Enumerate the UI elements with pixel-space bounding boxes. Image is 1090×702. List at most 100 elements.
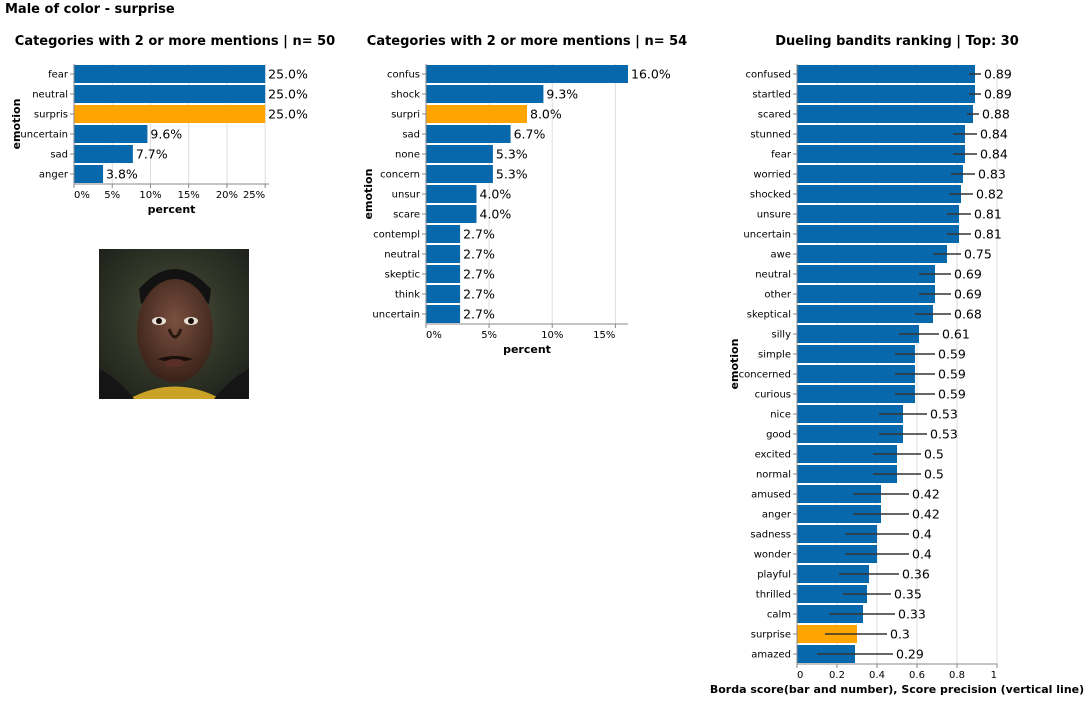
c1-category-label: unsur xyxy=(392,190,421,201)
c1-xtick-label: 0% xyxy=(426,330,442,341)
c2-xtick-label: 0 xyxy=(797,670,803,681)
c0-xtick-label: 20% xyxy=(216,190,238,201)
c2-xtick-label: 0.2 xyxy=(829,670,845,681)
c0-category-label: uncertain xyxy=(20,130,68,141)
c1-value-label: 5.3% xyxy=(496,147,528,162)
c2-value-label: 0.5 xyxy=(924,447,944,462)
c1-category-label: shock xyxy=(391,90,420,101)
c2-category-label: curious xyxy=(755,390,791,401)
c1-bar-shock xyxy=(426,85,544,103)
c2-category-label: excited xyxy=(755,450,791,461)
c2-value-label: 0.33 xyxy=(898,607,926,622)
c1-bar-contempl xyxy=(426,225,461,243)
c2-value-label: 0.89 xyxy=(984,67,1012,82)
c1-bar-think xyxy=(426,285,461,303)
c2-bar-fear xyxy=(797,145,965,163)
c2-bar-worried xyxy=(797,165,963,183)
c1-category-label: scare xyxy=(393,210,420,221)
c0-value-label: 7.7% xyxy=(136,147,168,162)
c2-bar-skeptical xyxy=(797,305,933,323)
c1-value-label: 4.0% xyxy=(480,207,512,222)
c2-category-label: simple xyxy=(758,350,791,361)
c0-category-label: surpris xyxy=(34,110,68,121)
c1-y-axis-label: emotion xyxy=(362,169,375,220)
c0-value-label: 25.0% xyxy=(268,87,308,102)
c2-value-label: 0.75 xyxy=(964,247,992,262)
c2-category-label: fear xyxy=(771,150,792,161)
c1-category-label: confus xyxy=(387,70,420,81)
c0-title: Categories with 2 or more mentions | n= … xyxy=(15,34,335,49)
c0-bar-fear xyxy=(74,65,266,83)
c2-category-label: scared xyxy=(758,110,791,121)
c2-category-label: awe xyxy=(771,250,791,261)
c2-title: Dueling bandits ranking | Top: 30 xyxy=(775,34,1019,49)
c2-category-label: neutral xyxy=(755,270,791,281)
c2-category-label: stunned xyxy=(750,130,791,141)
c1-xtick-label: 5% xyxy=(481,330,497,341)
c2-category-label: nice xyxy=(770,410,791,421)
c0-xtick-label: 5% xyxy=(104,190,120,201)
c2-value-label: 0.81 xyxy=(974,207,1002,222)
c2-category-label: anger xyxy=(762,510,792,521)
c2-bar-shocked xyxy=(797,185,961,203)
c2-bar-good xyxy=(797,425,903,443)
c2-category-label: calm xyxy=(767,610,791,621)
c2-category-label: thrilled xyxy=(756,590,791,601)
c2-value-label: 0.83 xyxy=(978,167,1006,182)
c2-category-label: normal xyxy=(756,470,791,481)
c2-category-label: good xyxy=(766,430,791,441)
c2-value-label: 0.84 xyxy=(980,127,1008,142)
c2-category-label: confused xyxy=(745,70,791,81)
c2-bar-thrilled xyxy=(797,585,867,603)
c1-category-label: none xyxy=(395,150,420,161)
c2-category-label: unsure xyxy=(757,210,791,221)
c2-value-label: 0.59 xyxy=(938,387,966,402)
c2-bar-confused xyxy=(797,65,975,83)
c1-bar-scare xyxy=(426,205,477,223)
c2-value-label: 0.84 xyxy=(980,147,1008,162)
c2-value-label: 0.59 xyxy=(938,347,966,362)
c2-bar-playful xyxy=(797,565,869,583)
c2-category-label: startled xyxy=(752,90,791,101)
c0-bar-uncertain xyxy=(74,125,148,143)
c1-category-label: sad xyxy=(402,130,420,141)
c1-xtick-label: 10% xyxy=(541,330,563,341)
c0-xtick-label: 25% xyxy=(243,190,265,201)
c2-value-label: 0.69 xyxy=(954,287,982,302)
c0-value-label: 9.6% xyxy=(150,127,182,142)
c2-value-label: 0.4 xyxy=(912,527,932,542)
c2-category-label: silly xyxy=(772,330,792,341)
c2-value-label: 0.5 xyxy=(924,467,944,482)
page-title: Male of color - surprise xyxy=(5,2,175,17)
c2-category-label: worried xyxy=(753,170,791,181)
c2-value-label: 0.69 xyxy=(954,267,982,282)
c2-value-label: 0.4 xyxy=(912,547,932,562)
c1-bar-neutral xyxy=(426,245,461,263)
c0-value-label: 3.8% xyxy=(106,167,138,182)
c0-bar-anger xyxy=(74,165,104,183)
c1-bar-confus xyxy=(426,65,628,83)
c0-xtick-label: 0% xyxy=(74,190,90,201)
c1-value-label: 2.7% xyxy=(463,287,495,302)
c1-value-label: 2.7% xyxy=(463,267,495,282)
c2-xtick-label: 0.6 xyxy=(909,670,925,681)
c0-category-label: fear xyxy=(48,70,69,81)
c2-value-label: 0.29 xyxy=(896,647,924,662)
c2-bar-concerned xyxy=(797,365,915,383)
c0-bar-surpris xyxy=(74,105,266,123)
c2-bar-amused xyxy=(797,485,881,503)
c1-value-label: 2.7% xyxy=(463,227,495,242)
c1-category-label: neutral xyxy=(384,250,420,261)
c2-bar-silly xyxy=(797,325,919,343)
c2-bar-excited xyxy=(797,445,897,463)
c2-bar-neutral xyxy=(797,265,935,283)
c2-xtick-label: 0.8 xyxy=(949,670,965,681)
c2-category-label: surprise xyxy=(751,630,791,641)
c1-x-axis-label: percent xyxy=(503,343,551,356)
c1-category-label: skeptic xyxy=(385,270,420,281)
c2-bar-curious xyxy=(797,385,915,403)
c1-category-label: concern xyxy=(380,170,420,181)
c2-bar-other xyxy=(797,285,935,303)
c2-category-label: skeptical xyxy=(747,310,791,321)
